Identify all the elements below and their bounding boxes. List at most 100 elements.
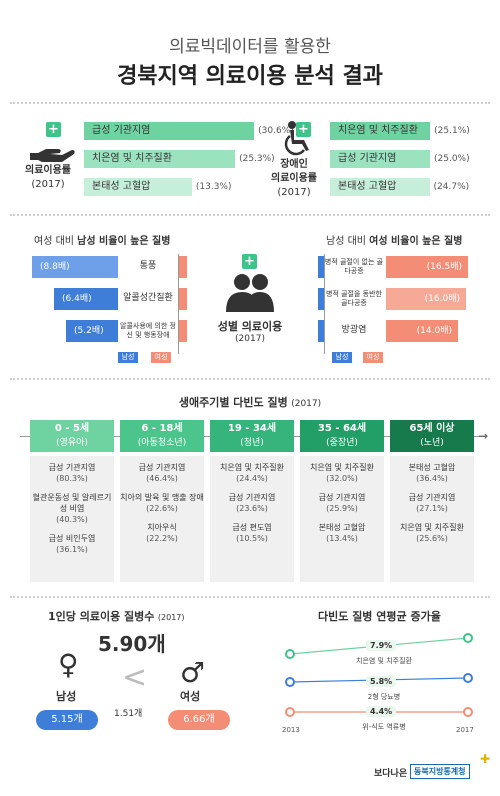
hand-icon xyxy=(30,149,75,162)
growth-rate: 5.8% xyxy=(366,676,397,687)
female-disease-label: 병적 골절이 없는 골다공증 xyxy=(324,258,384,275)
lifecycle-body: 치은염 및 치주질환 (24.4%) 급성 기관지염 (23.6%) 급성 편도염 (10… xyxy=(210,456,294,582)
lifecycle-column: 65세 이상 (노년) 본태성 고혈압 (36.4%) 급성 기관지염 (27.1%) 치은… xyxy=(390,420,474,582)
age-group-name: (영유아) xyxy=(56,438,88,448)
wheelchair-icon xyxy=(284,121,309,156)
lifecycle-head: 19 - 34세 (청년) xyxy=(210,420,294,452)
disabled-usage-bar: 본태성 고혈압 xyxy=(330,178,430,196)
disease-item: 치아우식 (22.2%) xyxy=(120,522,204,544)
female-stub-bar xyxy=(179,320,187,342)
people-icon xyxy=(226,274,274,312)
disease-pct: (24.4%) xyxy=(236,474,268,483)
lifecycle-column: 6 - 18세 (아동청소년) 급성 기관지염 (46.4%) 치아의 발육 및 맹출 … xyxy=(120,420,204,582)
lifecycle-body: 치은염 및 치주질환 (32.0%) 급성 기관지염 (25.9%) 본태성 고혈압 (1… xyxy=(300,456,384,582)
growth-point xyxy=(285,707,295,717)
divider xyxy=(10,596,490,598)
disease-name: 급성 비인두염 xyxy=(48,534,96,543)
usage-bar: 본태성 고혈압 xyxy=(84,178,192,196)
header-subtitle: 의료빅데이터를 활용한 xyxy=(169,37,331,57)
disease-item: 본태성 고혈압 (36.4%) xyxy=(390,462,474,484)
disease-item: 급성 비인두염 (36.1%) xyxy=(30,533,114,555)
disease-item: 치은염 및 치주질환 (25.6%) xyxy=(390,522,474,544)
brand-logo: 보다나은 xyxy=(374,769,408,779)
disease-name: 급성 편도염 xyxy=(232,523,272,532)
per-person-total: 5.90개 xyxy=(98,632,166,656)
growth-rate: 4.4% xyxy=(366,706,397,717)
less-than-symbol: < xyxy=(122,660,148,695)
age-range: 65세 이상 xyxy=(409,423,455,434)
female-high-title: 남성 대비 여성 비율이 높은 질병 xyxy=(326,236,463,247)
disease-name: 치은염 및 치주질환 xyxy=(400,523,464,532)
age-group-name: (청년) xyxy=(240,438,264,448)
usage-pct: (13.3%) xyxy=(195,182,232,192)
disease-name: 혈관운동성 및 알레르기성 비염 xyxy=(32,493,112,513)
disease-name: 치은염 및 치주질환 xyxy=(220,463,284,472)
disease-pct: (25.9%) xyxy=(326,504,358,513)
disease-item: 치은염 및 치주질환 (32.0%) xyxy=(300,462,384,484)
disease-pct: (36.1%) xyxy=(56,545,88,554)
lifecycle-column: 35 - 64세 (중장년) 치은염 및 치주질환 (32.0%) 급성 기관지염 (25… xyxy=(300,420,384,582)
male-disease-label: 알콜사용에 의한 정신 및 행동장애 xyxy=(120,322,176,339)
disease-pct: (13.4%) xyxy=(326,534,358,543)
disease-name: 본태성 고혈압 xyxy=(318,523,366,532)
lifecycle-column: 19 - 34세 (청년) 치은염 및 치주질환 (24.4%) 급성 기관지염 (23.… xyxy=(210,420,294,582)
male-ratio-bar: (5.2배) xyxy=(66,320,118,342)
male-stub-bar xyxy=(318,320,324,342)
male-disease-label: 통풍 xyxy=(139,261,157,271)
male-legend: 남성 xyxy=(332,352,352,363)
growth-disease: 위-식도 역류병 xyxy=(362,723,406,731)
disabled-usage-bar: 치은염 및 치주질환 xyxy=(330,122,431,140)
female-value: 6.66개 xyxy=(168,710,230,730)
usage-caption: 의료이용률 (2017) xyxy=(25,165,71,190)
growth-disease: 2형 당뇨병 xyxy=(367,693,401,701)
disabled-usage-pct: (24.7%) xyxy=(433,182,470,192)
page-title: 경북지역 의료이용 분석 결과 xyxy=(117,64,383,89)
age-group-name: (노년) xyxy=(420,438,444,448)
disease-item: 혈관운동성 및 알레르기성 비염 (40.3%) xyxy=(30,492,114,525)
divider xyxy=(10,214,490,216)
usage-bar: 치은염 및 치주질환 xyxy=(84,150,236,168)
lifecycle-head: 6 - 18세 (아동청소년) xyxy=(120,420,204,452)
gender-center-caption: 성별 의료이용 xyxy=(217,320,283,333)
disease-name: 치아의 발육 및 맹출 장애 xyxy=(120,493,204,502)
lifecycle-title: 생애주기별 다빈도 질병 (2017) xyxy=(178,396,322,409)
lifecycle-head: 65세 이상 (노년) xyxy=(390,420,474,452)
divider xyxy=(10,102,490,104)
usage-pct: (25.3%) xyxy=(239,154,275,164)
disease-pct: (22.2%) xyxy=(146,534,178,543)
male-symbol-icon: ♂ xyxy=(180,656,206,689)
usage-pct: (30.6%) xyxy=(258,126,294,136)
year-start: 2013 xyxy=(282,726,300,734)
male-high-title: 여성 대비 남성 비율이 높은 질병 xyxy=(34,236,171,247)
disease-name: 치은염 및 치주질환 xyxy=(310,463,374,472)
male-stub-bar xyxy=(318,256,324,278)
axis-line xyxy=(178,254,179,354)
lifecycle-body: 급성 기관지염 (80.3%) 혈관운동성 및 알레르기성 비염 (40.3%) 급성 … xyxy=(30,456,114,582)
lifecycle-head: 35 - 64세 (중장년) xyxy=(300,420,384,452)
medical-usage-block: + xyxy=(28,122,76,169)
male-legend: 남성 xyxy=(118,352,138,363)
disease-name: 급성 기관지염 xyxy=(138,463,186,472)
org-logo: 동북지방통계청 xyxy=(410,764,470,779)
lifecycle-column: 0 - 5세 (영유아) 급성 기관지염 (80.3%) 혈관운동성 및 알레르기성 비… xyxy=(30,420,114,582)
disease-name: 급성 기관지염 xyxy=(48,463,96,472)
axis-line xyxy=(324,254,325,354)
disease-item: 치아의 발육 및 맹출 장애 (22.6%) xyxy=(120,492,204,514)
sparkle-icon: ✚ xyxy=(480,752,491,766)
lifecycle-body: 본태성 고혈압 (36.4%) 급성 기관지염 (27.1%) 치은염 및 치주질환 (2… xyxy=(390,456,474,582)
male-ratio-bar: (6.4배) xyxy=(54,288,118,310)
disease-name: 치아우식 xyxy=(147,523,177,532)
age-range: 0 - 5세 xyxy=(54,423,90,434)
usage-bar: 급성 기관지염 xyxy=(84,122,255,140)
growth-rate: 7.9% xyxy=(366,640,397,651)
female-ratio-bar: (14.0배) xyxy=(386,320,458,342)
disabled-usage-pct: (25.0%) xyxy=(434,154,470,164)
male-value: 5.15개 xyxy=(36,710,98,730)
disease-item: 치은염 및 치주질환 (24.4%) xyxy=(210,462,294,484)
disease-pct: (10.5%) xyxy=(236,534,268,543)
female-legend: 여성 xyxy=(363,352,383,363)
disabled-usage-caption: 장애인 의료이용률 (2017) xyxy=(271,159,317,198)
male-stub-bar xyxy=(318,288,324,310)
male-ratio-bar: (8.8배) xyxy=(32,256,118,278)
plus-icon: + xyxy=(296,122,311,137)
